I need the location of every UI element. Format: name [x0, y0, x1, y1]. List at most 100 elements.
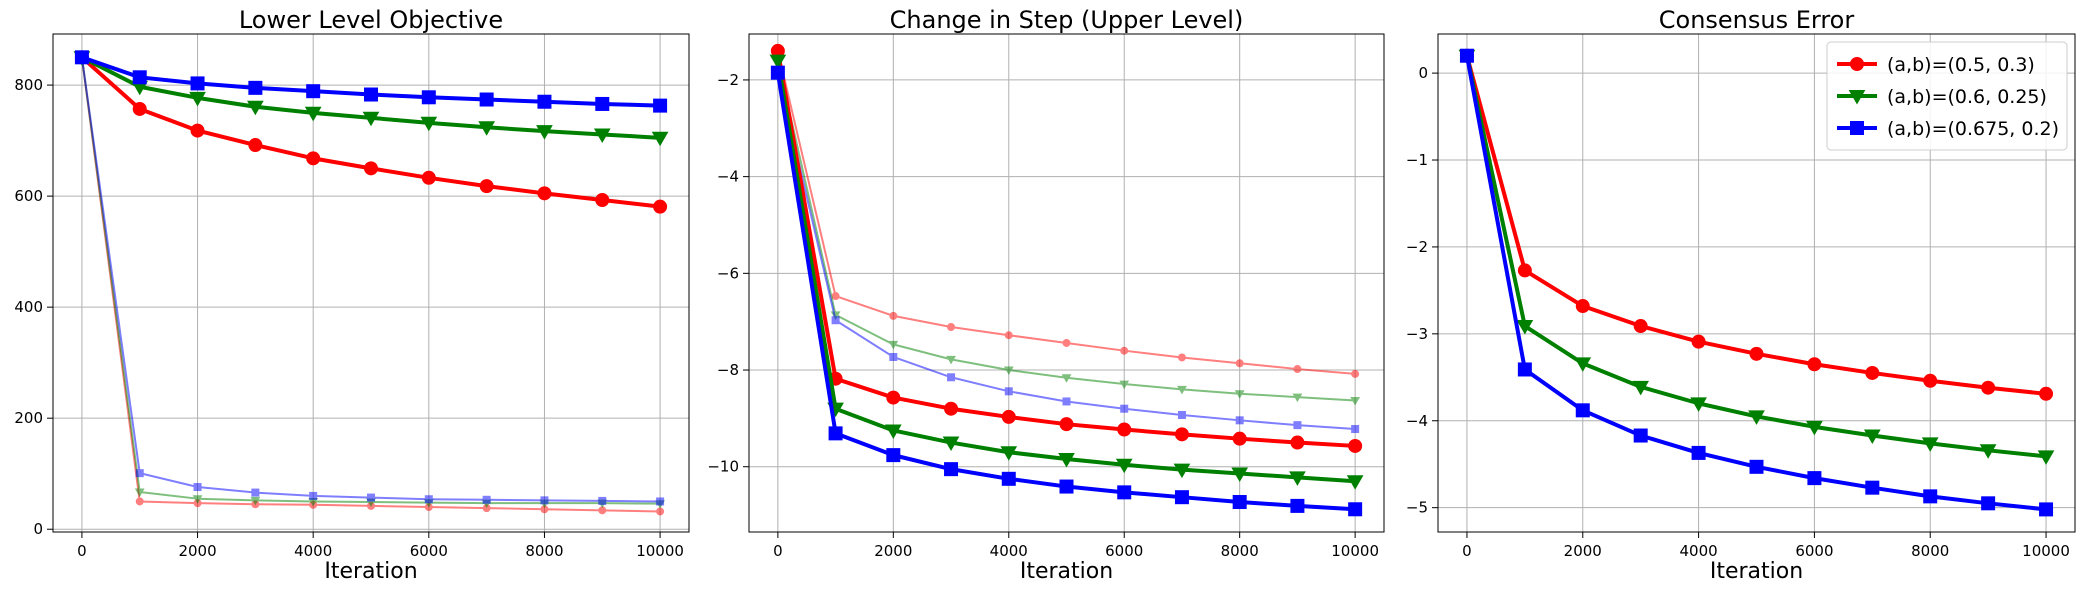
data-point	[1174, 427, 1189, 442]
data-point	[1575, 403, 1590, 418]
data-point	[1459, 48, 1474, 63]
y-tick-label: −2	[1406, 238, 1428, 256]
data-point	[944, 462, 959, 477]
y-tick-label: −6	[717, 264, 739, 282]
data-point	[1058, 452, 1075, 468]
plot-frame	[1437, 33, 2076, 533]
data-point	[1115, 458, 1133, 474]
data-point	[304, 106, 322, 122]
data-point	[1001, 471, 1016, 486]
x-tick-label: 6000	[1105, 542, 1143, 560]
data-point	[1633, 428, 1648, 443]
data-point	[1863, 429, 1881, 445]
data-point	[1517, 362, 1532, 377]
data-point	[1290, 435, 1305, 450]
data-point	[1004, 331, 1013, 340]
data-point	[479, 179, 494, 194]
series	[770, 65, 1363, 517]
data-point	[1749, 346, 1764, 361]
data-point	[1748, 410, 1765, 425]
data-point	[1923, 373, 1938, 388]
data-point	[1921, 437, 1939, 452]
data-point	[828, 426, 843, 441]
y-tick-label: 0	[33, 520, 43, 538]
data-point	[1119, 380, 1130, 390]
series	[1459, 48, 2054, 517]
y-tick-label: 600	[14, 187, 43, 205]
data-point	[1348, 502, 1363, 517]
grid	[53, 34, 689, 532]
data-point	[831, 292, 840, 301]
data-point	[537, 186, 552, 201]
x-axis-label: Iteration	[1020, 559, 1113, 584]
x-tick-label: 2000	[1564, 542, 1602, 560]
plot-frame	[748, 33, 1385, 533]
data-point	[1177, 410, 1186, 419]
data-point	[1235, 359, 1244, 368]
data-point	[1517, 263, 1532, 278]
chart-panel-change-in-step: Change in Step (Upper Level) Iteration 0…	[707, 6, 1385, 584]
data-point	[944, 401, 959, 416]
data-point	[1174, 490, 1189, 505]
data-point	[1289, 471, 1306, 486]
data-point	[2039, 386, 2054, 401]
data-point	[251, 488, 260, 497]
data-point	[770, 65, 785, 80]
series	[74, 50, 668, 214]
legend: (a,b)=(0.5, 0.3) (a,b)=(0.6, 0.25) (a,b)=(…	[1826, 41, 2068, 151]
y-tick-label: 0	[1418, 64, 1428, 82]
data-point	[947, 322, 956, 331]
data-point	[769, 54, 787, 70]
data-point	[479, 92, 494, 107]
data-point	[1232, 431, 1247, 446]
y-tick-label: −2	[717, 71, 739, 89]
data-point	[364, 87, 378, 102]
data-point	[250, 496, 261, 506]
data-point	[248, 138, 263, 153]
data-point	[1290, 498, 1305, 513]
data-point	[1807, 357, 1822, 372]
x-tick-label: 8000	[1911, 542, 1949, 560]
y-tick-label: −10	[707, 458, 739, 476]
data-point	[1348, 438, 1363, 453]
data-point	[1173, 463, 1191, 479]
chart-title: Change in Step (Upper Level)	[890, 6, 1244, 34]
data-point	[1979, 444, 1997, 459]
data-point	[2039, 502, 2054, 517]
data-point	[1059, 417, 1074, 432]
data-point	[653, 98, 668, 113]
data-point	[1351, 425, 1360, 434]
data-point	[189, 91, 206, 107]
data-point	[831, 316, 840, 325]
data-point	[306, 84, 321, 99]
y-tick-label: −1	[1406, 151, 1428, 169]
data-point	[946, 355, 956, 365]
data-point	[889, 311, 898, 320]
legend-marker	[1850, 121, 1864, 135]
data-point	[653, 199, 668, 214]
y-tick-label: −3	[1406, 325, 1428, 343]
data-point	[1575, 299, 1590, 314]
data-point	[132, 70, 147, 85]
data-point	[190, 76, 205, 91]
x-tick-label: 4000	[1679, 542, 1717, 560]
data-point	[1000, 446, 1018, 461]
series-line	[775, 50, 1356, 448]
faded-series	[77, 53, 665, 506]
faded-series	[773, 68, 1360, 434]
legend-marker	[1848, 89, 1866, 105]
series	[770, 43, 1363, 453]
data-point	[1691, 334, 1706, 349]
x-tick-label: 4000	[294, 542, 332, 560]
data-point	[1865, 365, 1880, 380]
data-point	[888, 340, 899, 350]
x-axis-label: Iteration	[1710, 559, 1803, 584]
data-point	[1231, 467, 1249, 482]
legend-frame	[1826, 41, 2068, 151]
data-point	[1292, 393, 1303, 403]
data-point	[420, 116, 438, 132]
data-point	[132, 101, 147, 116]
data-point	[1690, 397, 1707, 412]
chart-title: Lower Level Objective	[239, 6, 503, 34]
data-point	[367, 493, 375, 502]
